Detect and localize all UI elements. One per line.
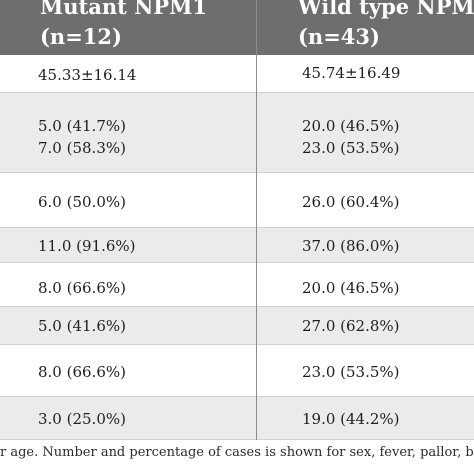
table-header: Mutant NPM1 (n=12) Wild type NPM1 (n=43) (0, 0, 474, 55)
table-row-2: 5.0 (41.7%) 7.0 (58.3%) 20.0 (46.5%) 23.… (0, 93, 474, 173)
cell-mutant-2b: 7.0 (58.3%) (38, 139, 126, 157)
header-mutant-npm1: Mutant NPM1 (n=12) (40, 0, 207, 52)
cell-mutant-3: 6.0 (50.0%) (38, 193, 126, 211)
table-row-5: 8.0 (66.6%) 20.0 (46.5%) (0, 263, 474, 307)
cell-mutant-5: 8.0 (66.6%) (38, 279, 126, 297)
cell-mutant-6: 5.0 (41.6%) (38, 317, 126, 335)
cell-mutant-2a: 5.0 (41.7%) (38, 117, 126, 135)
cell-wild-8: 19.0 (44.2%) (302, 410, 400, 428)
cell-wild-7: 23.0 (53.5%) (302, 363, 400, 381)
table-row-1: 45.33±16.14 45.74±16.49 (0, 55, 474, 93)
cell-wild-3: 26.0 (60.4%) (302, 193, 400, 211)
cell-mutant-7: 8.0 (66.6%) (38, 363, 126, 381)
table-row-6: 5.0 (41.6%) 27.0 (62.8%) (0, 307, 474, 345)
header-wild-label: Wild type NPM1 (298, 0, 474, 19)
header-wild-count: (n=43) (298, 24, 380, 49)
cell-mutant-4: 11.0 (91.6%) (38, 237, 136, 255)
header-wild-type-npm1: Wild type NPM1 (n=43) (298, 0, 474, 52)
column-divider (256, 0, 257, 440)
cell-wild-6: 27.0 (62.8%) (302, 317, 400, 335)
cell-wild-5: 20.0 (46.5%) (302, 279, 400, 297)
cell-wild-1: 45.74±16.49 (302, 64, 401, 82)
table-footnote: r age. Number and percentage of cases is… (0, 443, 474, 474)
table-row-4: 11.0 (91.6%) 37.0 (86.0%) (0, 228, 474, 263)
table-row-8: 3.0 (25.0%) 19.0 (44.2%) (0, 397, 474, 440)
cell-mutant-1: 45.33±16.14 (38, 66, 137, 84)
table-row-3: 6.0 (50.0%) 26.0 (60.4%) (0, 173, 474, 228)
cell-wild-4: 37.0 (86.0%) (302, 237, 400, 255)
cell-mutant-8: 3.0 (25.0%) (38, 410, 126, 428)
header-mutant-count: (n=12) (40, 24, 122, 49)
cell-wild-2b: 23.0 (53.5%) (302, 139, 400, 157)
table-row-7: 8.0 (66.6%) 23.0 (53.5%) (0, 345, 474, 397)
header-mutant-label: Mutant NPM1 (40, 0, 207, 19)
cell-wild-2a: 20.0 (46.5%) (302, 117, 400, 135)
